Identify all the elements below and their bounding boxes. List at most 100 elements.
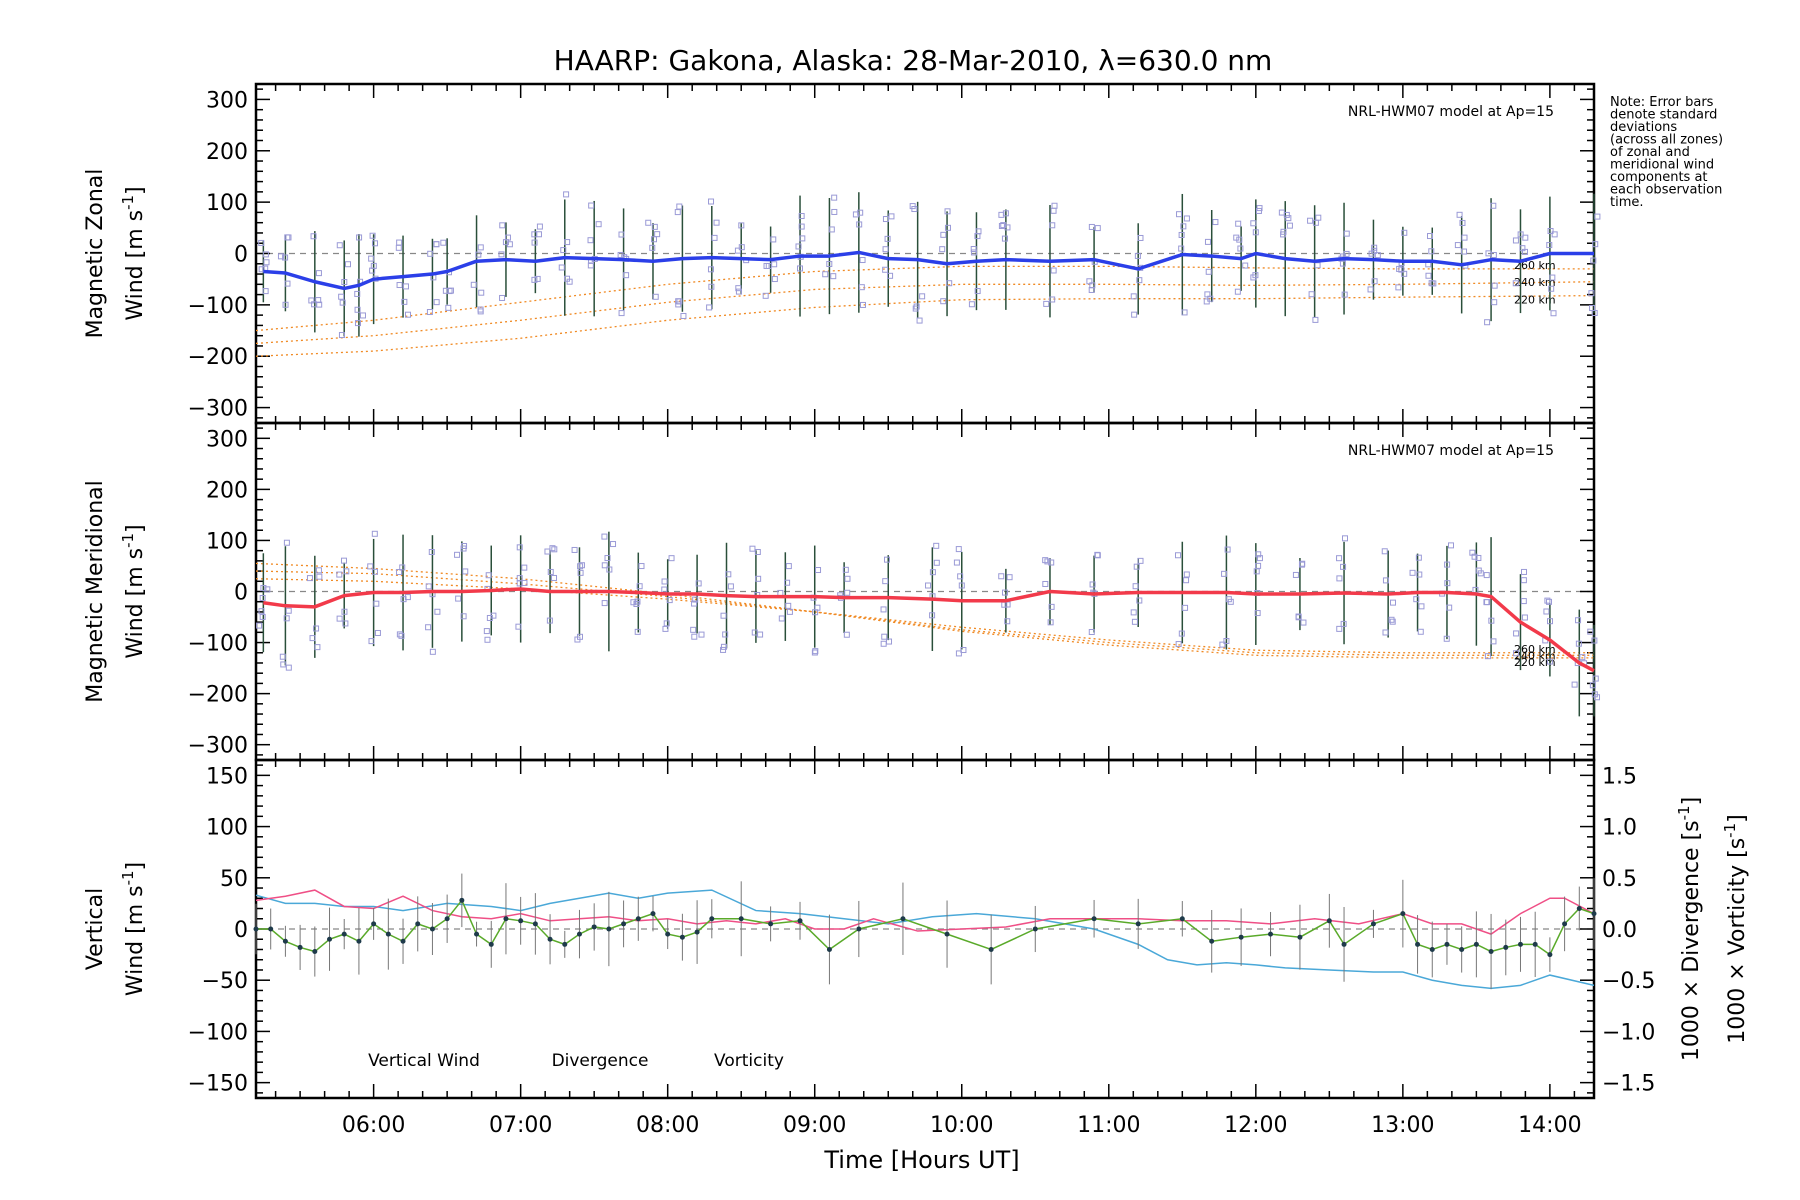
scatter-point <box>1548 285 1555 292</box>
scatter-point <box>727 583 734 590</box>
data-point <box>1032 926 1038 932</box>
scatter-point <box>499 294 506 301</box>
scatter-point <box>859 257 866 264</box>
scatter-point <box>1183 215 1190 222</box>
scatter-point <box>654 231 661 238</box>
y-tick-label: −200 <box>188 683 248 708</box>
scatter-point <box>1308 291 1315 298</box>
scatter-point <box>720 612 727 619</box>
scatter-point <box>368 638 375 645</box>
scatter-point <box>343 568 350 575</box>
scatter-point <box>1428 248 1435 255</box>
scatter-point <box>1340 563 1347 570</box>
data-point <box>1268 931 1274 937</box>
scatter-point <box>933 542 940 549</box>
scatter-point <box>460 545 467 552</box>
scatter-point <box>1051 202 1058 209</box>
scatter-point <box>544 548 551 555</box>
scatter-point <box>1174 552 1181 559</box>
scatter-point <box>1223 638 1230 645</box>
scatter-point <box>650 236 657 243</box>
y-tick-label: 150 <box>206 764 248 789</box>
scatter-point <box>601 562 608 569</box>
scatter-point <box>661 578 668 585</box>
data-point <box>429 926 435 932</box>
scatter-point <box>884 235 891 242</box>
scatter-point <box>428 549 435 556</box>
data-point <box>356 938 362 944</box>
scatter-point <box>1575 617 1582 624</box>
scatter-point <box>427 250 434 257</box>
scatter-point <box>1522 234 1529 241</box>
data-point <box>518 918 524 924</box>
scatter-point <box>618 310 625 317</box>
scatter-point <box>1413 596 1420 603</box>
scatter-point <box>1367 286 1374 293</box>
scatter-point <box>606 566 613 573</box>
scatter-point <box>708 283 715 290</box>
scatter-point <box>1136 277 1143 284</box>
scatter-point <box>784 579 791 586</box>
x-tick-label: 10:00 <box>930 1113 993 1138</box>
scatter-point <box>1136 597 1143 604</box>
scatter-point <box>1589 682 1596 689</box>
scatter-point <box>1312 316 1319 323</box>
scatter-point <box>1255 562 1262 569</box>
scatter-point <box>883 556 890 563</box>
scatter-point <box>1315 214 1322 221</box>
scatter-point <box>770 236 777 243</box>
data-point <box>341 931 347 937</box>
scatter-point <box>795 243 802 250</box>
scatter-point <box>521 579 528 586</box>
scatter-point <box>601 533 608 540</box>
scatter-point <box>1181 309 1188 316</box>
scatter-point <box>587 237 594 244</box>
scatter-point <box>342 620 349 627</box>
scatter-point <box>1314 262 1321 269</box>
scatter-point <box>425 583 432 590</box>
right-tick-label: 0.0 <box>1602 918 1637 943</box>
data-point <box>1459 946 1465 952</box>
scatter-point <box>1395 284 1402 291</box>
data-point <box>1444 941 1450 947</box>
scatter-point <box>755 575 762 582</box>
right-tick-label: 0.5 <box>1602 867 1637 892</box>
scatter-point <box>953 559 960 566</box>
scatter-point <box>634 598 641 605</box>
scatter-point <box>913 303 920 310</box>
scatter-point <box>1221 570 1228 577</box>
scatter-point <box>1448 542 1454 549</box>
scatter-point <box>1484 319 1491 326</box>
scatter-point <box>551 574 558 581</box>
scatter-point <box>1491 299 1498 306</box>
scatter-point <box>369 267 376 274</box>
data-point <box>1488 949 1494 955</box>
scatter-point <box>844 589 851 596</box>
scatter-point <box>1204 238 1211 245</box>
scatter-point <box>1490 638 1497 645</box>
data-point <box>709 916 715 922</box>
scatter-point <box>1250 220 1257 227</box>
scatter-point <box>316 573 323 580</box>
y-tick-label: −200 <box>188 345 248 370</box>
scatter-point <box>477 306 484 313</box>
data-point <box>385 931 391 937</box>
data-point <box>826 946 832 952</box>
series-line-vorticity <box>255 889 1595 935</box>
scatter-point <box>1521 614 1528 621</box>
scatter-point <box>1048 603 1055 610</box>
data-point <box>1532 941 1538 947</box>
data-point <box>900 916 906 922</box>
scatter-point <box>477 244 484 251</box>
scatter-point <box>1004 224 1011 231</box>
scatter-point <box>260 585 267 592</box>
scatter-point <box>282 301 289 308</box>
scatter-point <box>1180 223 1187 230</box>
scatter-point <box>882 578 889 585</box>
scatter-point <box>786 608 793 615</box>
scatter-point <box>1307 217 1314 224</box>
scatter-point <box>1519 245 1526 252</box>
series-line-divergence <box>255 889 1595 990</box>
scatter-point <box>970 246 977 253</box>
model-curve <box>255 294 1595 357</box>
